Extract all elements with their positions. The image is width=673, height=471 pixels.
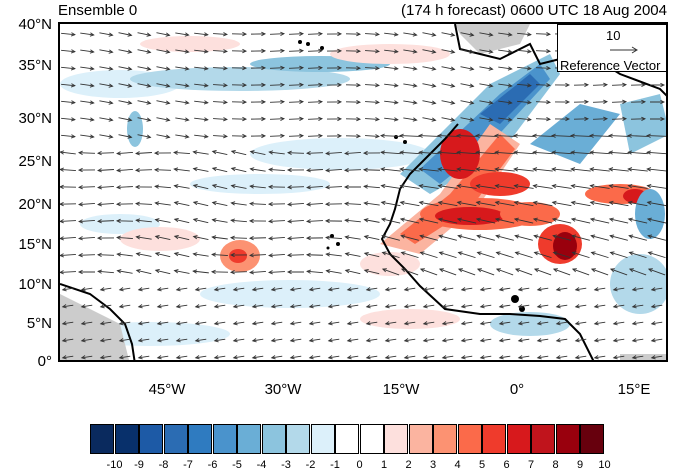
colorbar-cell	[188, 424, 212, 454]
plot-title-right: (174 h forecast) 0600 UTC 18 Aug 2004	[400, 2, 667, 19]
colorbar-cell	[212, 424, 237, 454]
colorbar-tick-label: -2	[305, 459, 316, 471]
colorbar-tick-label: -1	[330, 459, 340, 471]
colorbar-tick-label: 10	[598, 459, 611, 471]
y-label-35n: 35°N	[18, 57, 52, 74]
y-label-30n: 30°N	[18, 110, 52, 127]
colorbar-tick-label: -8	[158, 459, 169, 471]
colorbar-cell	[433, 424, 457, 454]
y-label-0: 0°	[37, 353, 52, 370]
colorbar-cell	[482, 424, 506, 454]
colorbar-cell	[580, 424, 604, 454]
colorbar-cell	[261, 424, 286, 454]
y-label-15n: 15°N	[18, 236, 52, 253]
colorbar-tick-label: 7	[527, 459, 535, 471]
plot-title-left: Ensemble 0	[58, 2, 138, 19]
colorbar-cell	[139, 424, 163, 454]
y-label-25n: 25°N	[18, 153, 52, 170]
y-label-40n: 40°N	[18, 16, 52, 33]
colorbar-cell	[384, 424, 408, 454]
colorbar-tick-label: 2	[405, 459, 412, 471]
colorbar-cell	[90, 424, 114, 454]
colorbar-tick-label: 8	[552, 459, 559, 471]
map-panel	[58, 22, 668, 362]
colorbar-tick-label: 1	[380, 459, 388, 471]
colorbar-tick-label: -6	[207, 459, 218, 471]
x-label-45w: 45°W	[148, 381, 186, 398]
colorbar-tick-label: -9	[134, 459, 144, 471]
colorbar-cell	[457, 424, 482, 454]
colorbar-cell	[163, 424, 188, 454]
colorbar-tick-label: -10	[106, 459, 123, 471]
colorbar-tick-label: 6	[503, 459, 510, 471]
colorbar-cell	[506, 424, 531, 454]
colorbar-tick-label: -4	[256, 459, 267, 471]
x-label-0: 0°	[509, 381, 525, 398]
x-label-15e: 15°E	[617, 381, 651, 398]
colorbar-cell	[408, 424, 433, 454]
colorbar-tick-label: -5	[232, 459, 242, 471]
reference-vector-magnitude: 10	[606, 28, 621, 43]
colorbar-cell	[555, 424, 580, 454]
y-label-5n: 5°N	[26, 315, 52, 332]
colorbar-cell	[286, 424, 310, 454]
map-canvas	[60, 24, 666, 360]
colorbar-cell	[335, 424, 359, 454]
reference-vector-legend: 10 Reference Vector	[557, 24, 667, 73]
colorbar-tick-label: 0	[356, 459, 363, 471]
reference-vector-label: Reference Vector	[560, 58, 661, 73]
colorbar-tick-label: 3	[429, 459, 437, 471]
colorbar-tick-label: 5	[478, 459, 486, 471]
colorbar-cell	[359, 424, 384, 454]
shading-layer	[60, 36, 666, 346]
colorbar-tick-label: -7	[183, 459, 193, 471]
colorbar-tick-label: 9	[576, 459, 584, 471]
y-label-20n: 20°N	[18, 196, 52, 213]
reference-arrow-icon	[610, 46, 638, 54]
colorbar-cell	[531, 424, 555, 454]
islands-layer	[298, 40, 525, 312]
y-label-10n: 10°N	[18, 276, 52, 293]
x-label-15w: 15°W	[382, 381, 420, 398]
x-label-30w: 30°W	[264, 381, 302, 398]
colorbar-tick-label: -3	[281, 459, 291, 471]
colorbar-cell	[114, 424, 139, 454]
colorbar-cell	[310, 424, 335, 454]
colorbar-cell	[237, 424, 261, 454]
colorbar-tick-label: 4	[454, 459, 461, 471]
